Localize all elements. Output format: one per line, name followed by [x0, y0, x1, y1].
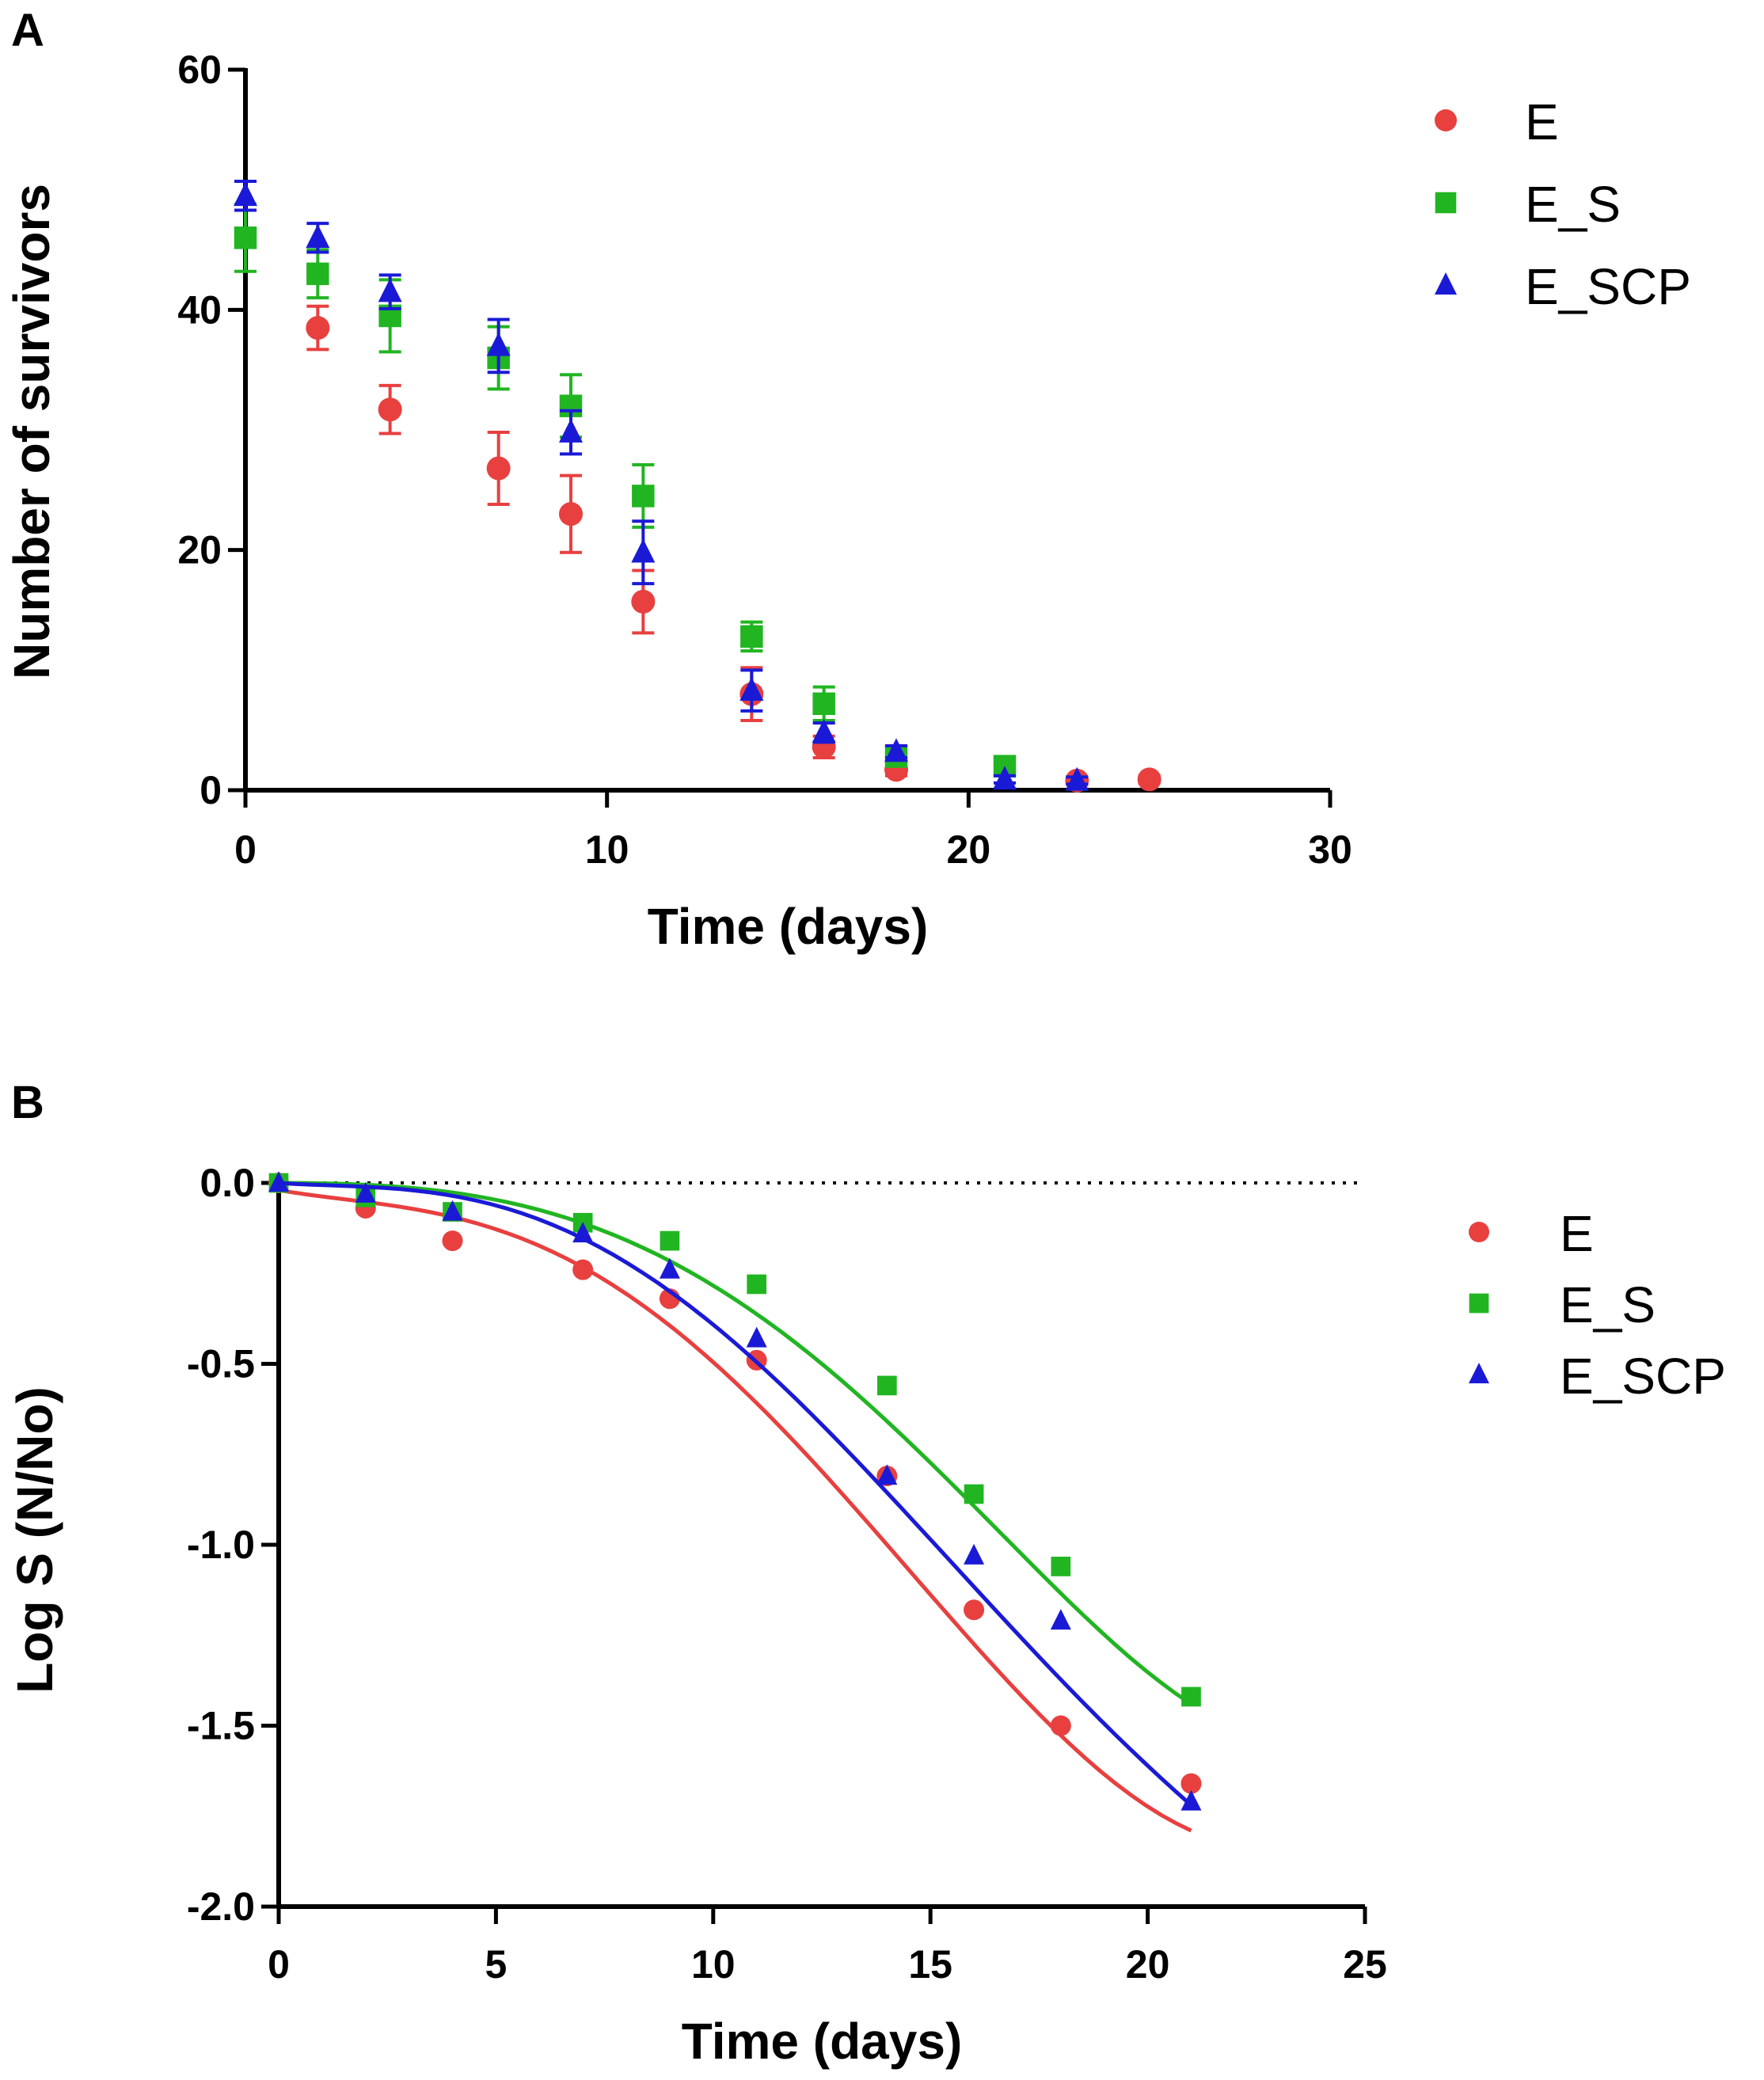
data-point	[1180, 1773, 1202, 1794]
legend-label: E_SCP	[1560, 1348, 1726, 1405]
legend-label: E	[1525, 93, 1559, 150]
data-point	[964, 1599, 985, 1621]
x-tick-label: 20	[1126, 1942, 1170, 1987]
data-point	[812, 692, 835, 716]
data-point	[631, 538, 656, 563]
data-point	[1180, 1789, 1202, 1811]
data-point	[306, 262, 329, 286]
y-tick-label: 0	[200, 768, 222, 812]
data-point	[234, 226, 257, 249]
legend-marker	[1435, 272, 1457, 295]
data-point	[812, 719, 836, 743]
data-point	[876, 1375, 897, 1396]
data-point	[572, 1259, 594, 1280]
panel-a: A 0 20 40 60 0 10 20 30 Time (days) Number of sur…	[3, 5, 1691, 955]
y-axis-title: Number of survivors	[3, 184, 60, 679]
x-tick-label: 15	[908, 1942, 952, 1987]
x-tick-label: 0	[268, 1942, 290, 1987]
legend-label: E_SCP	[1525, 258, 1691, 315]
y-tick-label: 60	[177, 48, 222, 92]
y-tick-label: 40	[177, 287, 222, 332]
x-axis-title: Time (days)	[648, 898, 929, 955]
data-point	[234, 182, 257, 207]
x-axis-title: Time (days)	[682, 2013, 963, 2070]
data-point	[1181, 1686, 1201, 1707]
fit-curve	[278, 1188, 1192, 1833]
y-tick-label: 0.0	[200, 1161, 255, 1205]
data-point	[486, 456, 511, 481]
panel-b: B 0.0 -0.5 -1.0 -1.5 -2.0 0 5 10 15 20 25 Time (day…	[6, 1077, 1726, 2070]
data-point	[739, 677, 764, 701]
fit-curve	[278, 1181, 1193, 1807]
data-point	[559, 502, 583, 527]
legend-label: E_S	[1525, 176, 1621, 233]
x-tick-label: 20	[947, 827, 991, 872]
legend-marker	[1469, 1222, 1489, 1242]
legend-b: E E_S E_SCP	[1469, 1205, 1726, 1405]
y-tick-label: -0.5	[187, 1342, 255, 1386]
y-tick-label: -1.5	[187, 1704, 255, 1748]
data-point	[876, 1464, 898, 1485]
data-point	[442, 1230, 463, 1252]
data-point	[632, 485, 655, 508]
legend-marker	[1435, 109, 1457, 131]
series-e	[306, 304, 1161, 793]
series-e-scp	[268, 1171, 1202, 1811]
data-point	[559, 418, 583, 443]
data-point	[964, 1543, 985, 1565]
y-tick-label: -1.0	[187, 1523, 255, 1567]
data-point	[659, 1257, 680, 1279]
legend-marker	[1469, 1293, 1489, 1314]
data-point	[572, 1222, 594, 1243]
data-point	[486, 332, 511, 356]
legend-a: E E_S E_SCP	[1435, 93, 1691, 315]
data-point	[660, 1230, 680, 1251]
data-point	[993, 766, 1017, 790]
data-point	[1051, 1557, 1071, 1576]
data-point	[378, 397, 402, 422]
fit-curve	[278, 1181, 1192, 1706]
series-e	[268, 1173, 1202, 1833]
data-point	[268, 1171, 289, 1192]
data-point	[1050, 1609, 1071, 1630]
data-point	[306, 316, 330, 340]
x-tick-label: 0	[234, 827, 257, 872]
data-point	[442, 1200, 463, 1221]
y-tick-label: -2.0	[187, 1884, 255, 1929]
x-tick-label: 10	[585, 827, 629, 872]
x-tick-label: 30	[1308, 827, 1352, 872]
legend-marker	[1469, 1363, 1489, 1384]
data-point	[1050, 1715, 1071, 1736]
panel-a-letter: A	[11, 5, 44, 56]
x-tick-label: 5	[485, 1942, 507, 1987]
panel-b-letter: B	[11, 1077, 44, 1128]
series-e-scp	[234, 180, 1089, 791]
data-point	[1137, 767, 1161, 792]
y-tick-label: 20	[177, 528, 222, 572]
data-point	[884, 738, 908, 762]
data-point	[306, 224, 330, 249]
series-e-s	[234, 202, 1017, 778]
legend-label: E_S	[1560, 1276, 1656, 1333]
data-point	[740, 625, 763, 648]
data-point	[378, 278, 402, 302]
legend-marker	[1435, 192, 1457, 214]
x-tick-label: 10	[691, 1942, 736, 1987]
data-point	[355, 1181, 376, 1203]
legend-label: E	[1560, 1205, 1594, 1262]
x-tick-label: 25	[1343, 1942, 1387, 1987]
data-point	[747, 1274, 767, 1295]
data-point	[631, 589, 656, 614]
data-point	[964, 1484, 984, 1504]
y-axis-title: Log S (N/No)	[6, 1386, 63, 1693]
data-point	[746, 1326, 767, 1348]
data-point	[1065, 766, 1089, 791]
